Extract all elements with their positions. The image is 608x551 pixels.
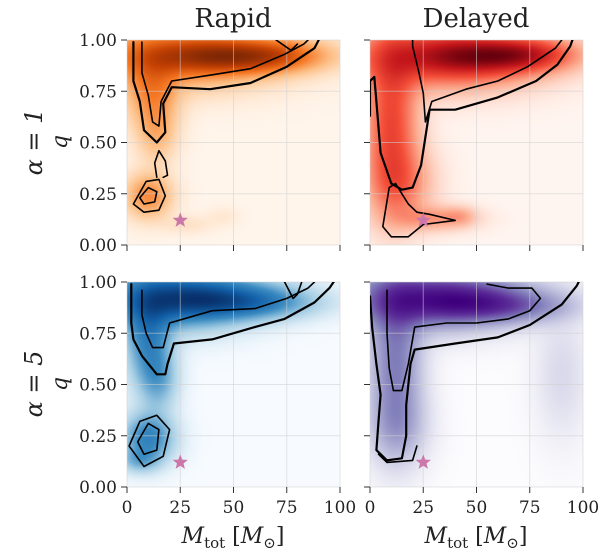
contour-line xyxy=(411,40,563,123)
x-tick-label: 25 xyxy=(412,498,434,518)
y-tick-label: 0.50 xyxy=(79,134,117,154)
x-ticks: 0 25 50 75 100 xyxy=(122,487,356,518)
x-tick-label: 25 xyxy=(169,498,191,518)
contour-line xyxy=(141,282,316,349)
y-tick-label: 0.00 xyxy=(79,478,117,498)
contour-line xyxy=(130,282,335,376)
y-tick-label: 0.75 xyxy=(79,324,117,344)
y-tick-label: 0.50 xyxy=(79,376,117,396)
contour-line xyxy=(370,40,574,191)
row-label-alpha-1: α = 1 xyxy=(20,109,48,176)
x-ticks: 0 25 50 75 100 xyxy=(365,487,599,518)
contour-line xyxy=(136,422,160,455)
x-tick-label: 50 xyxy=(466,498,488,518)
contour-line xyxy=(386,283,542,392)
x-ticks xyxy=(369,245,584,251)
x-tick-label: 75 xyxy=(519,498,541,518)
x-axis-label-left: Mtot [M⊙] xyxy=(181,524,285,551)
y-tick-label: 0.75 xyxy=(79,82,117,102)
star-marker xyxy=(172,454,188,469)
marker xyxy=(172,454,188,469)
panel-top-left: 0.00 0.25 0.50 0.75 1.00 Rapid xyxy=(79,4,341,256)
y-axis-label-top: q xyxy=(48,135,73,149)
contour-line xyxy=(153,149,169,179)
contour-line xyxy=(370,282,580,462)
y-tick-label: 0.25 xyxy=(79,185,117,205)
x-axis-label-right: Mtot [M⊙] xyxy=(424,524,528,551)
contours xyxy=(128,282,335,468)
y-ticks xyxy=(364,39,370,246)
contours xyxy=(132,40,320,213)
column-title: Rapid xyxy=(194,4,271,34)
contour-line xyxy=(275,40,299,52)
y-tick-label: 0.00 xyxy=(79,236,117,256)
star-marker xyxy=(415,212,431,227)
x-tick-label: 0 xyxy=(122,498,133,518)
contours xyxy=(370,282,580,464)
y-tick-label: 1.00 xyxy=(79,31,117,51)
contour-line xyxy=(139,186,158,205)
panel-bottom-right: 0 25 50 75 100 xyxy=(364,281,599,518)
y-tick-label: 1.00 xyxy=(79,273,117,293)
contour-line xyxy=(132,40,320,144)
contour-line xyxy=(283,282,303,300)
x-ticks xyxy=(126,245,341,251)
star-marker xyxy=(415,454,431,469)
contour-line xyxy=(377,445,418,464)
x-tick-label: 100 xyxy=(567,498,599,518)
marker xyxy=(415,212,431,227)
y-ticks: 0.00 0.25 0.50 0.75 1.00 xyxy=(79,31,127,256)
x-tick-label: 50 xyxy=(223,498,245,518)
x-tick-label: 75 xyxy=(276,498,298,518)
x-tick-label: 0 xyxy=(365,498,376,518)
star-marker xyxy=(172,212,188,227)
panel-bottom-left: 0 25 50 75 100 0.00 0.25 0.50 0.75 1.00 xyxy=(79,273,356,518)
marker xyxy=(415,454,431,469)
marker xyxy=(172,212,188,227)
y-ticks xyxy=(364,281,370,488)
y-axis-label-bottom: q xyxy=(48,377,73,391)
y-tick-label: 0.25 xyxy=(79,427,117,447)
column-title: Delayed xyxy=(423,4,530,34)
x-tick-label: 100 xyxy=(324,498,356,518)
contour-line xyxy=(128,414,171,468)
contour-line xyxy=(141,40,309,127)
row-label-alpha-5: α = 5 xyxy=(20,351,48,418)
y-ticks: 0.00 0.25 0.50 0.75 1.00 xyxy=(79,273,127,498)
contour-line xyxy=(132,178,167,213)
panel-top-right: Delayed xyxy=(364,4,584,251)
